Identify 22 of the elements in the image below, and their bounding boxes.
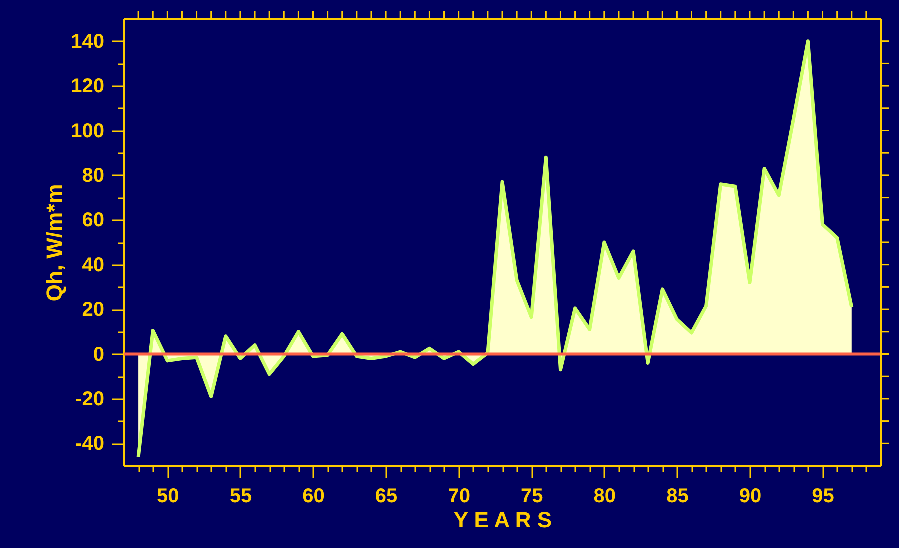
y-tick-label: -40 [76, 433, 104, 456]
y-tick-label: 40 [82, 254, 104, 276]
y-tick-label: 140 [71, 30, 104, 53]
x-tick-label: 95 [812, 486, 834, 508]
x-tick-label: 65 [375, 486, 398, 508]
x-tick-label: 80 [594, 486, 616, 508]
x-tick-label: 85 [666, 486, 689, 508]
x-tick-label: 55 [230, 486, 252, 508]
y-tick-label: 80 [82, 164, 104, 187]
x-tick-label: 70 [448, 486, 470, 508]
y-tick-label: -20 [76, 388, 104, 410]
y-tick-label: 0 [93, 344, 104, 366]
y-tick-label: 120 [71, 76, 104, 98]
x-tick-label: 90 [739, 486, 762, 508]
x-tick-label: 60 [302, 486, 325, 508]
y-axis-title: Qh, W/m*m [42, 184, 68, 302]
x-axis-title: Y E A R S [454, 508, 552, 532]
y-tick-label: 60 [82, 210, 104, 232]
y-tick-label: 20 [82, 299, 104, 322]
y-tick-label: 100 [71, 120, 104, 142]
x-tick-label: 50 [157, 486, 180, 508]
x-tick-label: 75 [520, 486, 544, 508]
